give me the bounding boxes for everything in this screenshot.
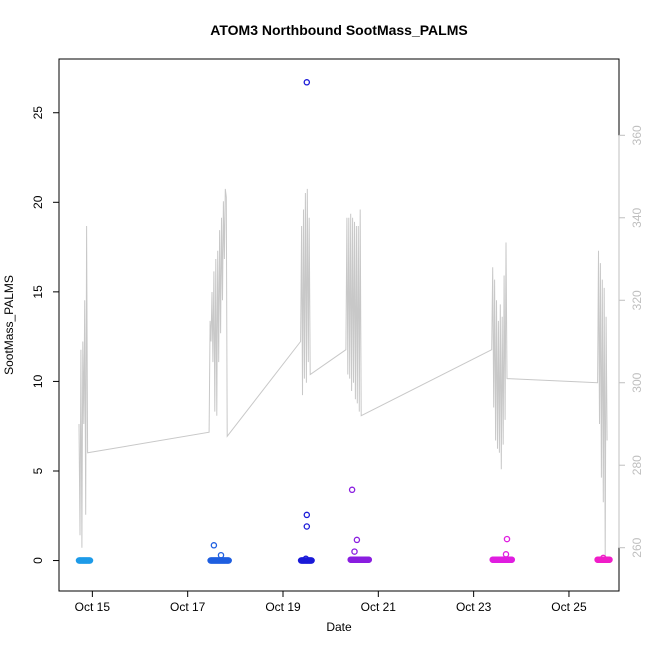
data-point-outlier: [302, 555, 310, 563]
data-point-outlier: [217, 551, 225, 559]
data-point-outlier: [600, 554, 607, 562]
scatter-series-2: [207, 542, 232, 564]
scatter-series-5: [489, 535, 516, 563]
data-point: [86, 557, 94, 564]
data-point-outlier: [303, 79, 311, 86]
x-axis-label: Date: [326, 620, 352, 634]
y-tick-label: 5: [31, 467, 45, 474]
x-tick-label: Oct 15: [75, 600, 111, 614]
y2-tick-label: 360: [630, 125, 644, 145]
data-point-outlier: [351, 548, 358, 555]
scatter-series-4: [347, 486, 373, 563]
scatter-series-3: [297, 79, 315, 564]
y2-tick-label: 300: [630, 372, 644, 392]
data-point-outlier: [303, 523, 311, 530]
scatter-series-1: [75, 557, 94, 564]
data-point-outlier: [353, 536, 361, 544]
x-tick-label: Oct 21: [361, 600, 397, 614]
y-tick-label: 20: [31, 195, 45, 209]
x-tick-label: Oct 17: [170, 600, 206, 614]
y-tick-label: 10: [31, 374, 45, 388]
data-point: [225, 557, 232, 564]
y-tick-label: 15: [31, 285, 45, 299]
data-point-outlier: [503, 535, 511, 543]
x-tick-label: Oct 23: [456, 600, 492, 614]
x-tick-label: Oct 25: [551, 600, 587, 614]
secondary-line-layer: [78, 188, 608, 556]
y-axis-label: SootMass_PALMS: [2, 275, 16, 375]
y2-axis: 260 280 300 320 340 360: [618, 125, 644, 558]
plot-area-frame: [58, 58, 620, 592]
x-axis: Oct 15 Oct 17 Oct 19 Oct 21 Oct 23 Oct 25: [75, 590, 587, 614]
data-point-outlier: [348, 486, 356, 494]
data-point: [308, 557, 315, 564]
secondary-series-line: [78, 188, 608, 556]
y2-tick-label: 340: [630, 207, 644, 227]
y2-tick-label: 260: [630, 537, 644, 557]
data-point-outlier: [210, 542, 218, 549]
chart-title: ATOM3 Northbound SootMass_PALMS: [210, 22, 467, 38]
y2-tick-label: 280: [630, 455, 644, 475]
data-point: [365, 556, 373, 563]
data-point: [508, 556, 516, 563]
y-tick-label: 0: [31, 557, 45, 564]
y-tick-label: 25: [31, 106, 45, 120]
y-axis: 0 5 10 15 20 25: [31, 106, 60, 564]
x-tick-label: Oct 19: [265, 600, 301, 614]
data-point: [606, 556, 613, 563]
data-point-outlier: [303, 511, 311, 519]
data-point-outlier: [502, 551, 510, 558]
scatter-series-6: [594, 554, 613, 563]
y2-tick-label: 320: [630, 290, 644, 310]
scatter-layer: [75, 79, 613, 564]
